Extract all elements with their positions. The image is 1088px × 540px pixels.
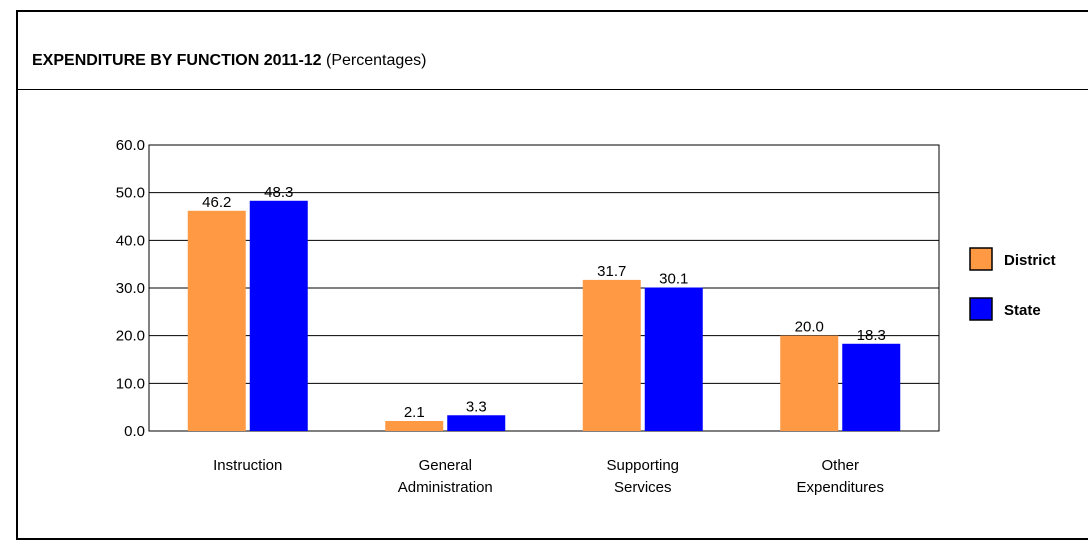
legend-swatch-district	[969, 247, 993, 271]
y-tick-label: 60.0	[116, 137, 145, 154]
data-label: 48.3	[264, 184, 293, 201]
bar-state	[842, 343, 901, 431]
legend-swatch-state	[969, 297, 993, 321]
bar-state	[644, 287, 703, 431]
x-category-label: Instruction	[213, 457, 282, 474]
data-label: 31.7	[597, 263, 626, 280]
plot-area-frame	[148, 144, 940, 432]
x-category-label: Other	[821, 457, 859, 474]
bar-district	[780, 335, 839, 431]
y-tick-label: 20.0	[116, 328, 145, 345]
bar-district	[582, 279, 641, 431]
data-label: 30.1	[659, 271, 688, 288]
bar-district	[187, 210, 246, 431]
y-tick-label: 0.0	[124, 423, 145, 440]
legend-label-state: State	[1004, 302, 1041, 319]
chart-title: EXPENDITURE BY FUNCTION 2011-12 (Percent…	[32, 52, 427, 70]
y-tick-label: 40.0	[116, 232, 145, 249]
x-category-label: Services	[614, 479, 672, 496]
x-category-label: General	[419, 457, 472, 474]
bar-district	[385, 420, 444, 431]
y-tick-label: 30.0	[116, 280, 145, 297]
bar-chart: 0.0 10.0 20.0 30.0 40.0 50.0 60.0 46.2 48.3 Instr…	[116, 137, 1056, 496]
chart-title-subtitle: (Percentages)	[326, 52, 427, 69]
x-category-label: Expenditures	[796, 479, 884, 496]
x-category-label: Supporting	[606, 457, 679, 474]
title-bar: EXPENDITURE BY FUNCTION 2011-12 (Percent…	[18, 12, 1088, 90]
y-tick-label: 10.0	[116, 375, 145, 392]
x-category-label: Administration	[398, 479, 493, 496]
y-tick-label: 50.0	[116, 185, 145, 202]
bar-state	[447, 415, 506, 431]
legend-label-district: District	[1004, 252, 1056, 269]
bar-state	[249, 200, 308, 431]
data-label: 3.3	[466, 398, 487, 415]
data-label: 18.3	[857, 327, 886, 344]
data-label: 46.2	[202, 194, 231, 211]
chart-title-main: EXPENDITURE BY FUNCTION 2011-12	[32, 52, 322, 69]
data-label: 20.0	[795, 319, 824, 336]
data-label: 2.1	[404, 404, 425, 421]
